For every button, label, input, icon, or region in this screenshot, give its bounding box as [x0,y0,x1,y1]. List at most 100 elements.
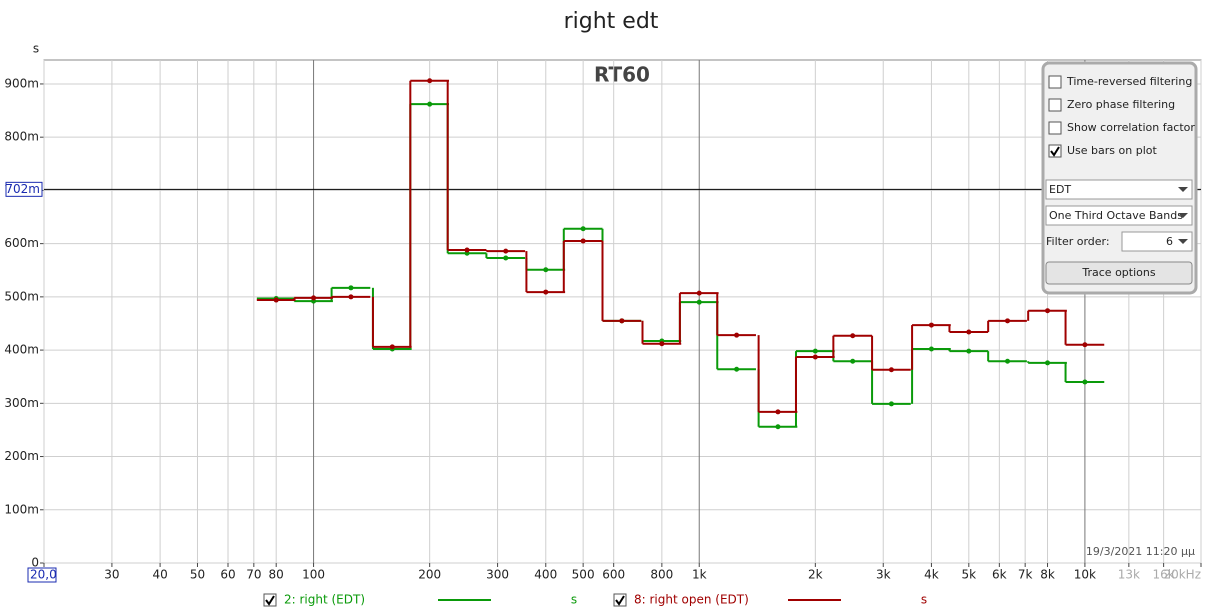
x-tick-label: 6k [992,568,1007,582]
x-tick-label: 100 [302,568,325,582]
band-dot [966,329,972,335]
trace-options-button[interactable] [1045,261,1193,285]
panel-checkbox[interactable] [1048,98,1062,112]
y-tick-label: 900m [4,76,39,90]
button-label: Trace options [1081,266,1155,279]
band-dot [543,289,549,295]
band-dot [311,295,317,301]
x-tick-label: 8k [1040,568,1055,582]
panel-checkbox-check [1050,146,1060,157]
band-dot [348,294,354,300]
legend-unit: s [571,593,577,607]
y-tick-label: 600m [4,236,39,250]
dropdown[interactable] [1045,179,1193,200]
x-tick-label: 60 [220,568,235,582]
legend-label: 8: right open (EDT) [634,593,749,607]
y-tick-label: 500m [4,289,39,303]
band-dot [850,358,856,364]
band-dot [659,341,665,347]
x-tick-label: 10k [1074,568,1096,582]
x-tick-label: 16k [1153,568,1175,582]
band-dot [1082,342,1088,348]
x-tick-label: 400 [534,568,557,582]
band-dot [812,348,818,354]
band-dot [696,299,702,305]
band-dot [775,409,781,415]
band-dot [966,348,972,354]
band-dot [1045,360,1051,366]
band-dot [696,290,702,296]
panel-checkbox-label: Time-reversed filtering [1066,75,1192,88]
filter-value: 6 [1166,235,1173,248]
band-dot [427,101,433,107]
panel-checkbox[interactable] [1048,121,1062,135]
dropdown-value: One Third Octave Bands [1049,209,1183,222]
x-tick-label: 13k [1118,568,1140,582]
x-tick-label: 800 [650,568,673,582]
band-dot [619,318,625,324]
band-dot [928,346,934,352]
panel-checkbox-label: Zero phase filtering [1067,98,1175,111]
x-tick-label: 2k [808,568,823,582]
y-tick-label: 800m [4,130,39,144]
y-tick-label: 400m [4,343,39,357]
band-dot [580,238,586,244]
band-dot [888,367,894,373]
band-dot [273,297,279,303]
band-dot [1005,358,1011,364]
band-dot [888,401,894,407]
band-dot [734,366,740,372]
y-tick-label: 0 [31,556,39,570]
band-dot [1082,379,1088,385]
x-tick-label: 1k [692,568,707,582]
x-tick-label: 20kHz [1163,568,1201,582]
band-dot [464,247,470,253]
dropdown-arrow [1178,213,1188,218]
dropdown-value: EDT [1049,183,1071,196]
legend-unit: s [921,593,927,607]
x-tick-label: 70 [246,568,261,582]
band-dot [348,285,354,291]
x-tick-label: 80 [269,568,284,582]
band-dot [503,255,509,261]
x-tick-label: 600 [602,568,625,582]
annotation: RT60 [594,63,650,87]
x-tick-label: 40 [152,568,167,582]
x-tick-label: 50 [190,568,205,582]
legend-label: 2: right (EDT) [284,593,365,607]
x-tick-label: 30 [104,568,119,582]
x-tick-label: 20,0 [30,568,57,582]
filter-input[interactable] [1121,231,1193,252]
x-start-box [27,567,57,583]
chart-title: right edt [564,9,659,34]
x-tick-label: 7k [1018,568,1033,582]
y-tick-label: 100m [4,502,39,516]
y-tick-label: 200m [4,449,39,463]
cursor-label: 702m [5,182,40,196]
x-tick-label: 500 [572,568,595,582]
timestamp: 19/3/2021 11:20 μμ [1086,545,1195,558]
legend-checkbox-check [265,595,275,606]
dropdown[interactable] [1045,205,1193,226]
band-dot [734,332,740,338]
band-dot [1005,318,1011,324]
band-dot [775,424,781,430]
cursor-box [5,181,43,197]
x-tick-label: 5k [962,568,977,582]
x-tick-label: 3k [876,568,891,582]
band-dot [928,322,934,328]
dropdown-arrow [1178,187,1188,192]
y-axis-label: s [33,42,39,56]
panel-checkbox[interactable] [1048,75,1062,89]
filter-label: Filter order: [1046,235,1110,248]
band-dot [1045,308,1051,314]
x-tick-label: 200 [418,568,441,582]
x-tick-label: 4k [924,568,939,582]
band-dot [850,333,856,339]
spin-arrow [1178,239,1188,244]
panel-checkbox-label: Use bars on plot [1067,144,1157,157]
panel-checkbox-label: Show correlation factor [1067,121,1195,134]
band-dot [543,267,549,273]
